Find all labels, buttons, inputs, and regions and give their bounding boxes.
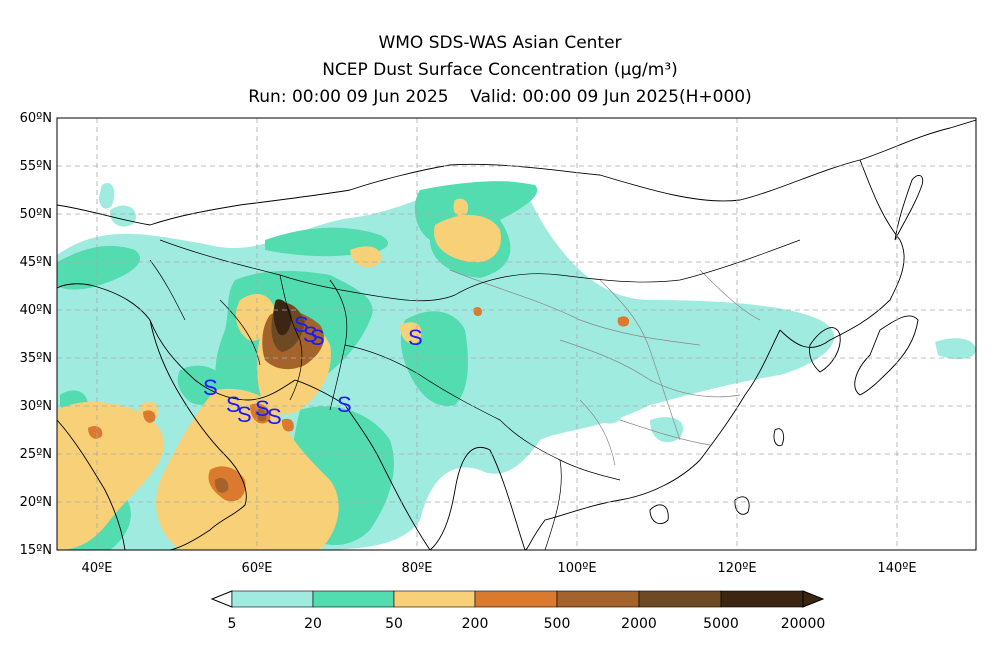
lat-tick-label: 25ºN: [20, 447, 52, 462]
colorbar-label: 5: [228, 616, 237, 632]
chart-subtitle: NCEP Dust Surface Concentration (μg/m³): [322, 60, 678, 80]
lon-tick-label: 40ºE: [82, 561, 113, 576]
storm-symbol: S: [408, 325, 423, 350]
colorbar-segment-500-2000: [556, 590, 640, 608]
run-valid-time: Run: 00:00 09 Jun 2025 Valid: 00:00 09 J…: [248, 87, 752, 107]
coastlines: [57, 119, 976, 550]
country-borders: [449, 269, 761, 466]
dust-field-5000-20000: [273, 299, 292, 336]
storm-symbol: S: [303, 322, 318, 347]
map-frame: [56, 117, 977, 551]
storm-symbol: S: [237, 402, 252, 427]
lat-tick-label: 30ºN: [20, 399, 52, 414]
lat-tick-label: 60ºN: [20, 111, 52, 126]
lat-tick-label: 55ºN: [20, 159, 52, 174]
colorbar: 5 20 50 200 500 2000 5000 20000: [210, 590, 826, 632]
lat-tick-label: 20ºN: [20, 495, 52, 510]
colorbar-label: 20: [304, 616, 322, 632]
storm-symbol: S: [310, 325, 325, 350]
colorbar-segment-200-500: [474, 590, 558, 608]
colorbar-label: 20000: [781, 616, 826, 632]
gridlines: [57, 118, 976, 550]
colorbar-label: 200: [462, 616, 489, 632]
storm-symbol: S: [337, 392, 352, 417]
lat-tick-label: 35ºN: [20, 351, 52, 366]
colorbar-high-arrow: [802, 590, 825, 608]
lon-tick-label: 140ºE: [877, 561, 916, 576]
colorbar-segment-5000-20000: [720, 590, 804, 608]
lat-tick-label: 15ºN: [20, 543, 52, 558]
colorbar-segment-50-200: [393, 590, 476, 608]
lat-tick-label: 45ºN: [20, 255, 52, 270]
storm-symbol: S: [226, 392, 241, 417]
longitude-axis: 40ºE 60ºE 80ºE 100ºE 120ºE 140ºE: [82, 561, 917, 576]
colorbar-segment-20-50: [312, 590, 395, 608]
lat-tick-label: 40ºN: [20, 303, 52, 318]
storm-symbol: S: [294, 312, 309, 337]
lon-tick-label: 100ºE: [557, 561, 596, 576]
lon-tick-label: 60ºE: [242, 561, 273, 576]
chart-title: WMO SDS-WAS Asian Center: [378, 33, 622, 53]
colorbar-label: 500: [544, 616, 571, 632]
storm-symbol: S: [267, 404, 282, 429]
map-area: S S S S S S S S S S: [57, 118, 976, 550]
lat-tick-label: 50ºN: [20, 207, 52, 222]
colorbar-label: 50: [385, 616, 403, 632]
colorbar-label: 2000: [621, 616, 657, 632]
storm-symbol: S: [255, 396, 270, 421]
colorbar-segment-2000-5000: [638, 590, 722, 608]
dust-storm-symbols: S S S S S S S S S S: [203, 312, 423, 429]
lon-tick-label: 120ºE: [717, 561, 756, 576]
latitude-axis: 60ºN 55ºN 50ºN 45ºN 40ºN 35ºN 30ºN 25ºN …: [20, 111, 52, 558]
lon-tick-label: 80ºE: [402, 561, 433, 576]
colorbar-low-arrow: [210, 590, 233, 608]
colorbar-segment-5-20: [231, 590, 314, 608]
colorbar-label: 5000: [703, 616, 739, 632]
storm-symbol: S: [203, 375, 218, 400]
